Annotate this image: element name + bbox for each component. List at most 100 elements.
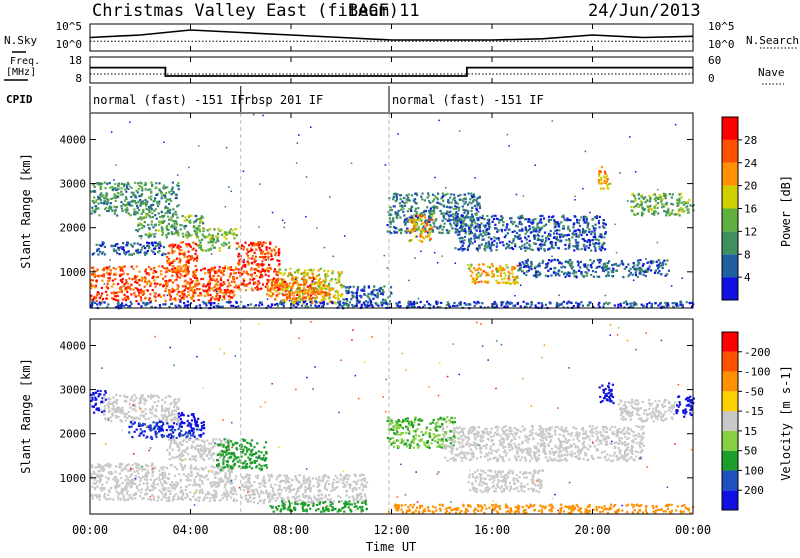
power-cell <box>203 235 205 237</box>
power-cell <box>558 229 560 231</box>
power-cell <box>274 304 276 306</box>
power-cell <box>566 273 568 275</box>
power-colorbar-tick-label: 8 <box>744 248 751 261</box>
power-cell <box>150 198 152 200</box>
power-ytick-label: 3000 <box>60 178 87 191</box>
power-cell <box>188 221 190 223</box>
power-cell <box>478 264 480 266</box>
power-cell <box>558 225 560 227</box>
power-cell <box>234 233 236 235</box>
power-sparse-cell <box>109 259 111 261</box>
velocity-cell <box>137 472 139 474</box>
velocity-cell <box>118 466 120 468</box>
power-cell <box>486 215 488 217</box>
power-cell <box>121 183 123 185</box>
velocity-cell <box>146 493 148 495</box>
velocity-cell <box>124 499 126 501</box>
power-sparse-cell <box>259 183 261 185</box>
power-cell <box>184 275 186 277</box>
power-cell <box>649 266 651 268</box>
power-sparse-cell <box>127 245 129 247</box>
power-cell <box>182 236 184 238</box>
velocity-cell <box>169 490 171 492</box>
power-sparse-cell <box>167 295 169 297</box>
power-cell <box>120 205 122 207</box>
velocity-cell <box>163 466 165 468</box>
power-cell <box>567 302 569 304</box>
power-cell <box>415 219 417 221</box>
power-cell <box>138 294 140 296</box>
power-cell <box>204 272 206 274</box>
power-cell <box>121 208 123 210</box>
power-cell <box>152 233 154 235</box>
power-cell <box>666 259 668 261</box>
power-cell <box>446 210 448 212</box>
power-cell <box>168 245 170 247</box>
power-cell <box>471 224 473 226</box>
velocity-cell <box>142 476 144 478</box>
power-cell <box>586 222 588 224</box>
velocity-cell <box>171 481 173 483</box>
power-cell <box>557 259 559 261</box>
power-cell <box>665 203 667 205</box>
power-cell <box>531 231 533 233</box>
power-sparse-cell <box>627 200 629 202</box>
power-cell <box>102 269 104 271</box>
power-cell <box>98 197 100 199</box>
velocity-cell <box>123 488 125 490</box>
power-sparse-cell <box>128 188 130 190</box>
power-cell <box>569 240 571 242</box>
power-cell <box>238 253 240 255</box>
power-cell <box>593 260 595 262</box>
power-cell <box>606 181 608 183</box>
power-cell <box>146 272 148 274</box>
power-cell <box>637 260 639 262</box>
power-cell <box>337 297 339 299</box>
power-cell <box>639 204 641 206</box>
power-cell <box>538 249 540 251</box>
power-sparse-cell <box>523 195 525 197</box>
velocity-cell <box>187 476 189 478</box>
power-cell <box>411 206 413 208</box>
velocity-cell <box>140 491 142 493</box>
power-cell <box>651 303 653 305</box>
power-cell <box>517 282 519 284</box>
velocity-cell <box>229 480 231 482</box>
power-cell <box>436 206 438 208</box>
power-cell <box>123 183 125 185</box>
power-cell <box>462 248 464 250</box>
power-cell <box>592 270 594 272</box>
velocity-cell <box>217 485 219 487</box>
power-cell <box>411 303 413 305</box>
power-cell <box>123 285 125 287</box>
power-cell <box>348 292 350 294</box>
power-sparse-cell <box>258 226 260 228</box>
power-cell <box>115 295 117 297</box>
power-cell <box>247 255 249 257</box>
power-cell <box>468 233 470 235</box>
velocity-cell <box>144 478 146 480</box>
power-cell <box>155 296 157 298</box>
power-cell <box>294 298 296 300</box>
power-cell <box>251 257 253 259</box>
power-cell <box>131 187 133 189</box>
power-cell <box>154 214 156 216</box>
power-cell <box>224 289 226 291</box>
power-cell <box>187 266 189 268</box>
power-cell <box>483 264 485 266</box>
power-cell <box>633 213 635 215</box>
power-cell <box>646 306 648 308</box>
power-cell <box>390 286 392 288</box>
velocity-cell <box>119 463 121 465</box>
power-cell <box>648 195 650 197</box>
power-cell <box>509 272 511 274</box>
power-cell <box>473 301 475 303</box>
power-cell <box>540 245 542 247</box>
power-cell <box>502 267 504 269</box>
power-cell <box>185 234 187 236</box>
power-cell <box>268 275 270 277</box>
power-cell <box>109 182 111 184</box>
power-cell <box>681 202 683 204</box>
power-cell <box>598 239 600 241</box>
power-cell <box>289 268 291 270</box>
